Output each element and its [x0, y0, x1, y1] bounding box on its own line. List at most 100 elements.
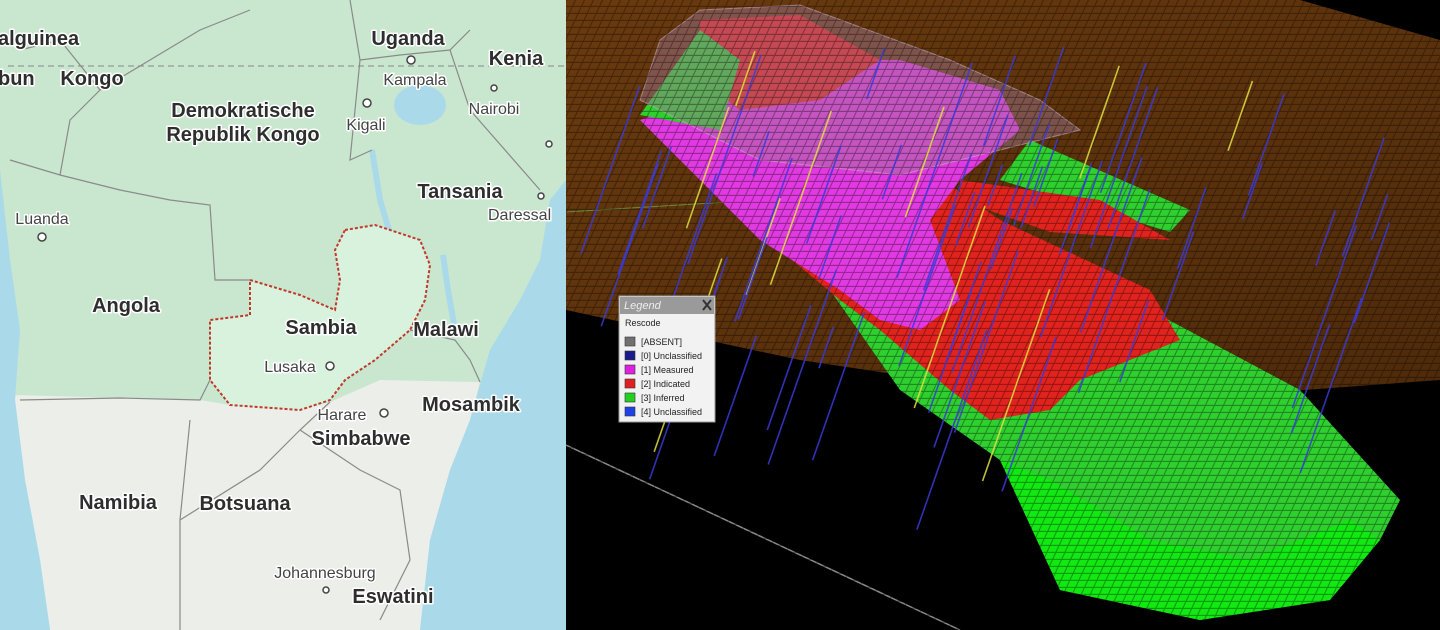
- drill-hole: [1227, 80, 1254, 151]
- city-label: Luanda: [15, 211, 68, 228]
- drill-hole: [735, 50, 756, 107]
- city-label: Lusaka: [264, 359, 316, 376]
- country-label: Simbabwe: [312, 428, 411, 450]
- drill-hole: [713, 335, 758, 457]
- drill-hole: [1107, 87, 1159, 229]
- drill-hole: [881, 144, 903, 200]
- city-label: Harare: [318, 407, 367, 424]
- drill-hole: [1033, 138, 1059, 208]
- drill-hole: [737, 237, 768, 320]
- drill-hole: [818, 326, 835, 369]
- country-label: Eswatini: [352, 586, 433, 608]
- map-labels: alguinea bun Kongo Uganda Kenia Kampala Nairob…: [0, 27, 553, 610]
- legend-label: [3] Inferred: [641, 393, 685, 403]
- country-label: Kongo: [60, 68, 123, 90]
- drill-hole: [933, 301, 986, 448]
- drill-hole: [1241, 163, 1263, 220]
- legend-subtitle: Rescode: [625, 318, 661, 328]
- borders: [9, 0, 541, 630]
- drill-hole: [1020, 166, 1044, 229]
- legend-titlebar: [620, 297, 714, 314]
- legend-label: [1] Measured: [641, 365, 694, 375]
- drill-hole: [811, 312, 866, 461]
- city-label: Nairobi: [469, 101, 520, 118]
- city-label: Kampala: [383, 72, 446, 89]
- drill-hole: [896, 62, 973, 278]
- drill-hole: [580, 86, 641, 254]
- drill-hole: [642, 146, 673, 229]
- map[interactable]: alguinea bun Kongo Uganda Kenia Kampala Nairob…: [0, 0, 566, 630]
- city-label: Daressal: [488, 207, 551, 224]
- city-label: Kigali: [346, 117, 385, 134]
- drill-hole: [865, 47, 886, 100]
- drill-hole: [1079, 65, 1120, 179]
- drill-hole: [1077, 189, 1151, 394]
- drill-hole: [1119, 300, 1150, 383]
- legend-swatch: [624, 406, 636, 417]
- zambia[interactable]: [209, 223, 432, 412]
- drill-hole: [922, 152, 973, 291]
- country-label: Mosambik: [422, 394, 521, 416]
- drill-hole: [1290, 324, 1331, 434]
- drill-hole: [818, 215, 842, 280]
- drill-hole: [967, 114, 1009, 228]
- drill-hole: [990, 207, 1014, 270]
- country-label: Angola: [92, 295, 161, 317]
- legend-close[interactable]: [702, 299, 712, 311]
- drill-hole: [1341, 137, 1385, 257]
- country-label: Botsuana: [199, 493, 291, 515]
- drill-hole: [1370, 194, 1389, 241]
- drill-hole: [1068, 172, 1090, 229]
- drill-hole: [734, 157, 793, 322]
- lake-malawi: [440, 254, 458, 331]
- drill-hole: [904, 106, 945, 218]
- drill-hole: [1291, 225, 1357, 409]
- legend-label: [4] Unclassified: [641, 407, 702, 417]
- city-label: Johannesburg: [274, 565, 375, 582]
- legend-swatch: [624, 350, 636, 361]
- lake-victoria: [394, 85, 446, 125]
- country-label: Kenia: [489, 48, 544, 70]
- drill-hole: [687, 54, 762, 265]
- country-label: Tansania: [417, 181, 503, 203]
- legend-swatch: [624, 392, 636, 403]
- country-label: Uganda: [371, 28, 445, 50]
- drill-hole: [1028, 46, 1065, 146]
- drill-hole: [1079, 157, 1143, 333]
- legend-swatch: [624, 378, 636, 389]
- legend-label: [2] Indicated: [641, 379, 690, 389]
- drill-hole: [953, 250, 1019, 433]
- legend-window[interactable]: Legend Rescode [ABSENT][0] Unclassified[…: [618, 295, 716, 423]
- drill-hole: [1247, 93, 1285, 196]
- southern-land: [15, 330, 480, 630]
- country-label: alguinea: [0, 28, 80, 50]
- drill-hole: [1315, 210, 1337, 267]
- drill-hole: [1012, 123, 1051, 227]
- drill-hole: [987, 164, 1004, 207]
- drill-hole: [1099, 62, 1147, 193]
- country-label: Sambia: [285, 317, 357, 339]
- atlantic: [0, 170, 50, 630]
- country-label: Namibia: [79, 492, 158, 514]
- drill-hole: [913, 205, 986, 409]
- legend-items: [ABSENT] [0] Unclassified [1] Measured [2] …: [624, 336, 702, 417]
- drill-hole: [1001, 336, 1057, 492]
- country-label: Malawi: [413, 319, 479, 341]
- drill-hole: [1089, 85, 1148, 249]
- drill-hole: [1299, 297, 1363, 473]
- drill-hole: [945, 261, 982, 363]
- drill-hole: [1161, 231, 1195, 321]
- indian-ocean: [420, 180, 566, 630]
- drill-hole: [617, 150, 663, 276]
- country-label: Republik Kongo: [166, 124, 319, 146]
- drill-hole: [1353, 222, 1391, 324]
- country-label: Demokratische: [171, 100, 314, 122]
- drill-hole: [600, 163, 659, 327]
- drill-hole: [1039, 160, 1104, 338]
- drill-hole: [954, 191, 976, 247]
- block-model-view[interactable]: Legend Rescode [ABSENT][0] Unclassified[…: [566, 0, 1440, 630]
- drill-hole: [951, 172, 1023, 373]
- legend-label: [ABSENT]: [641, 337, 682, 347]
- legend-swatch: [624, 336, 636, 347]
